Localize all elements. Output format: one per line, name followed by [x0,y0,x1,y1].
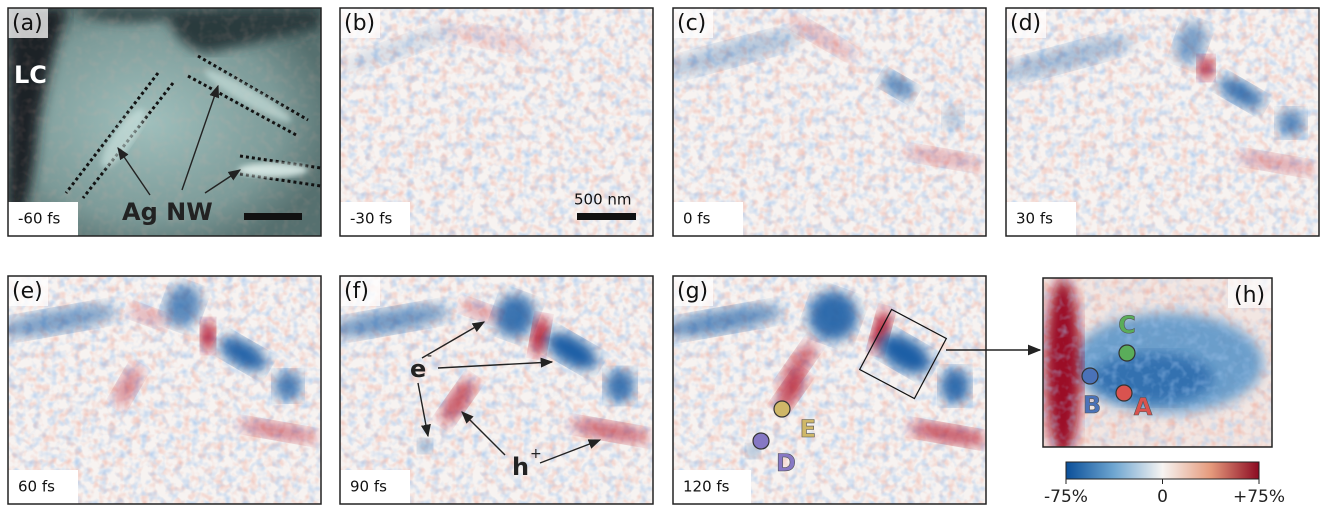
figure: (a) -60 fs (b) -30 fs (c) 0 fs (d) 30 fs (e) 60 f… [0,0,1322,508]
point-marker [1116,385,1132,401]
point-label: B [1083,391,1101,419]
point-marker [1082,368,1098,384]
point-marker [774,401,790,417]
panel: (c) 0 fs [662,8,986,236]
panel-label: (a) [12,11,43,36]
hole-sup: + [530,446,542,462]
noise-blue [1006,8,1319,236]
colorbar-tick-label: -75% [1044,487,1088,507]
scale-bar-label: 500 nm [574,191,632,209]
signal-blob [274,371,302,401]
time-label: -60 fs [18,210,61,228]
signal-blob [943,106,963,130]
panel: (f) 90 fs [329,276,653,504]
time-label: 90 fs [350,478,387,496]
electron-label: e [410,355,426,383]
point-label: E [800,415,816,443]
signal-blob [418,439,432,453]
time-label: 0 fs [683,210,711,228]
colorbar-tick-label: +75% [1233,487,1285,507]
panel-label: (b) [344,11,375,36]
panel: (g) 120 fs [662,276,989,504]
time-label: -30 fs [350,210,393,228]
panel-label: (d) [1010,11,1041,36]
point-label: D [776,449,796,477]
point-label: C [1118,311,1136,339]
scale-bar [244,213,302,220]
panel-label: (g) [677,279,708,304]
hole-label: h [512,453,529,481]
point-label: A [1134,393,1153,421]
signal-blob [1198,56,1214,80]
signal-blob [201,320,215,352]
colorbar-tick-label: 0 [1157,487,1168,507]
panel-label: (h) [1234,283,1265,308]
panel-label: (c) [677,11,706,36]
point-marker [1119,345,1135,361]
electron-sup: - [427,348,432,364]
lc-label: LC [14,61,47,89]
panels: (a) -60 fs (b) -30 fs (c) 0 fs (d) 30 fs (e) 60 f… [0,8,1319,504]
panel-h: (h) [1043,278,1272,458]
signal-blob [1277,109,1305,137]
point-marker [753,433,769,449]
time-label: 30 fs [1016,210,1053,228]
agnw-label: Ag NW [122,198,213,226]
nanowire [238,163,308,177]
signal-blob [605,369,635,403]
scale-bar [577,213,636,220]
panel-label: (e) [12,279,43,304]
panel: (e) 60 fs [0,276,321,504]
panel: (d) 30 fs [995,8,1319,236]
time-label: 60 fs [18,478,55,496]
time-label: 120 fs [683,478,730,496]
panel-label: (f) [344,279,369,304]
colorbar [1066,462,1259,479]
signal-blob [940,368,970,404]
